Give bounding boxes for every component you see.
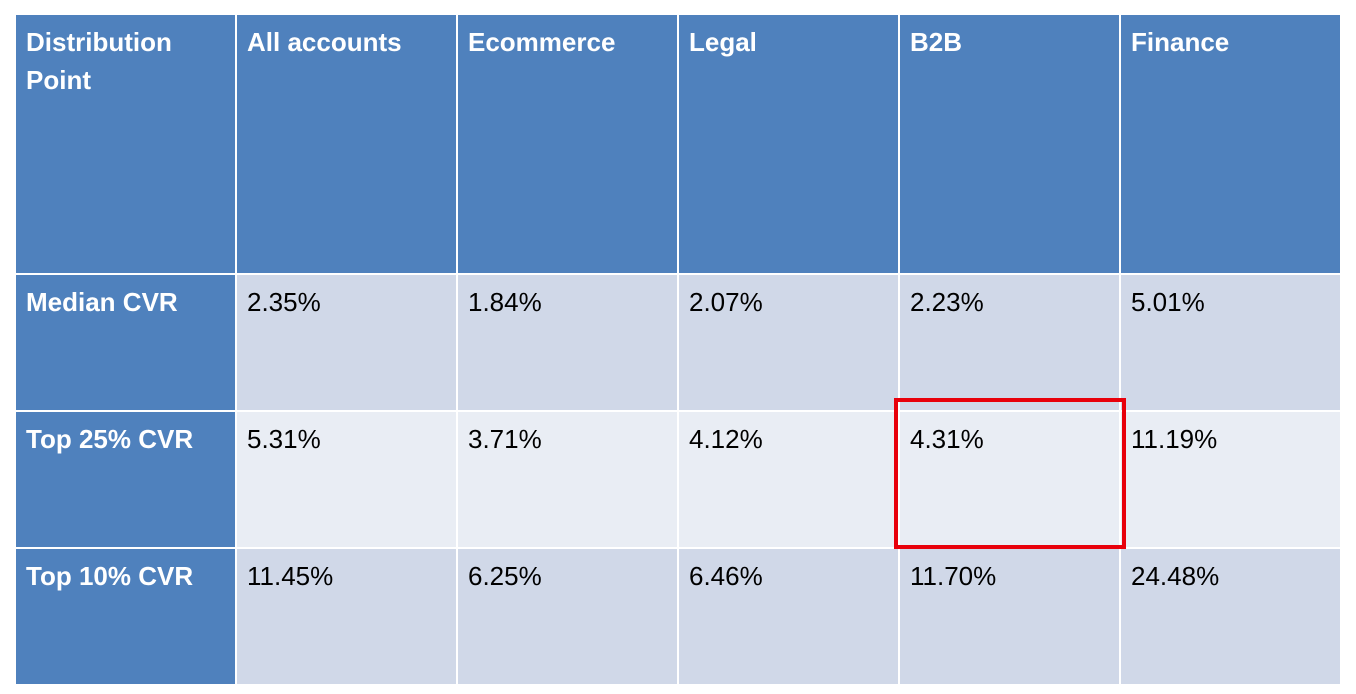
cell-top10-b2b: 11.70% — [898, 547, 1121, 686]
cell-median-finance: 5.01% — [1119, 273, 1342, 412]
cell-top10-finance: 24.48% — [1119, 547, 1342, 686]
row-label-top-25-cvr: Top 25% CVR — [14, 410, 237, 549]
cell-top25-all-accounts: 5.31% — [235, 410, 458, 549]
header-distribution-point: Distribution Point — [14, 13, 237, 275]
table-row-top-25: Top 25% CVR 5.31% 3.71% 4.12% 4.31% 11.1… — [14, 410, 1342, 549]
cell-median-b2b: 2.23% — [898, 273, 1121, 412]
cell-top10-ecommerce: 6.25% — [456, 547, 679, 686]
cvr-table: Distribution Point All accounts Ecommerc… — [14, 13, 1342, 686]
row-label-median-cvr: Median CVR — [14, 273, 237, 412]
header-b2b: B2B — [898, 13, 1121, 275]
cell-median-ecommerce: 1.84% — [456, 273, 679, 412]
header-finance: Finance — [1119, 13, 1342, 275]
cell-top10-legal: 6.46% — [677, 547, 900, 686]
header-legal: Legal — [677, 13, 900, 275]
cell-top10-all-accounts: 11.45% — [235, 547, 458, 686]
cell-top25-legal: 4.12% — [677, 410, 900, 549]
header-ecommerce: Ecommerce — [456, 13, 679, 275]
row-label-top-10-cvr: Top 10% CVR — [14, 547, 237, 686]
header-row: Distribution Point All accounts Ecommerc… — [14, 13, 1342, 275]
table-row-top-10: Top 10% CVR 11.45% 6.25% 6.46% 11.70% 24… — [14, 547, 1342, 686]
header-all-accounts: All accounts — [235, 13, 458, 275]
cell-median-legal: 2.07% — [677, 273, 900, 412]
cell-top25-ecommerce: 3.71% — [456, 410, 679, 549]
table-row-median: Median CVR 2.35% 1.84% 2.07% 2.23% 5.01% — [14, 273, 1342, 412]
cell-median-all-accounts: 2.35% — [235, 273, 458, 412]
cvr-table-container: Distribution Point All accounts Ecommerc… — [14, 13, 1342, 686]
cell-top25-finance: 11.19% — [1119, 410, 1342, 549]
cell-top25-b2b: 4.31% — [898, 410, 1121, 549]
